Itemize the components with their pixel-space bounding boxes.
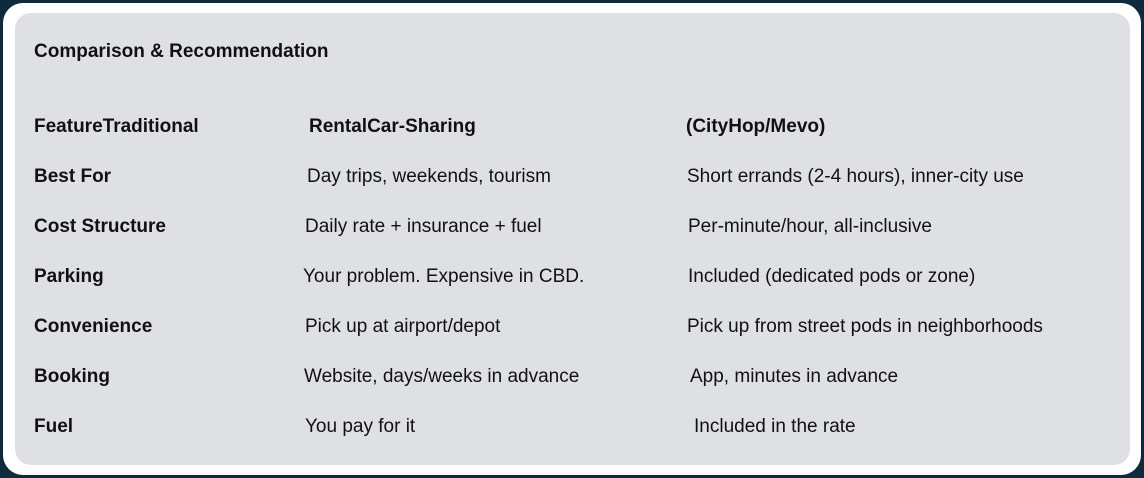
row-feature-best-for: Best For: [34, 166, 112, 187]
card-title: Comparison & Recommendation: [34, 41, 329, 62]
row-rental-best-for: Day trips, weekends, tourism: [307, 166, 551, 187]
row-sharing-cost-structure: Per-minute/hour, all-inclusive: [688, 216, 932, 237]
header-sharing: (CityHop/Mevo): [686, 116, 826, 137]
row-feature-parking: Parking: [34, 266, 104, 287]
header-rental: RentalCar-Sharing: [309, 116, 476, 137]
row-feature-cost-structure: Cost Structure: [34, 216, 166, 237]
row-rental-booking: Website, days/weeks in advance: [304, 366, 580, 387]
row-rental-fuel: You pay for it: [305, 416, 416, 437]
row-sharing-best-for: Short errands (2-4 hours), inner-city us…: [687, 166, 1024, 187]
comparison-card: Comparison & Recommendation FeatureTradi…: [15, 13, 1130, 465]
row-sharing-parking: Included (dedicated pods or zone): [688, 266, 976, 287]
row-rental-parking: Your problem. Expensive in CBD.: [303, 266, 585, 287]
row-rental-convenience: Pick up at airport/depot: [305, 316, 501, 337]
row-rental-cost-structure: Daily rate + insurance + fuel: [305, 216, 542, 237]
row-feature-convenience: Convenience: [34, 316, 153, 337]
row-sharing-booking: App, minutes in advance: [690, 366, 899, 387]
header-feature: FeatureTraditional: [34, 116, 199, 137]
row-feature-fuel: Fuel: [34, 416, 74, 437]
row-feature-booking: Booking: [34, 366, 110, 387]
row-sharing-convenience: Pick up from street pods in neighborhood…: [687, 316, 1043, 337]
row-sharing-fuel: Included in the rate: [694, 416, 856, 437]
